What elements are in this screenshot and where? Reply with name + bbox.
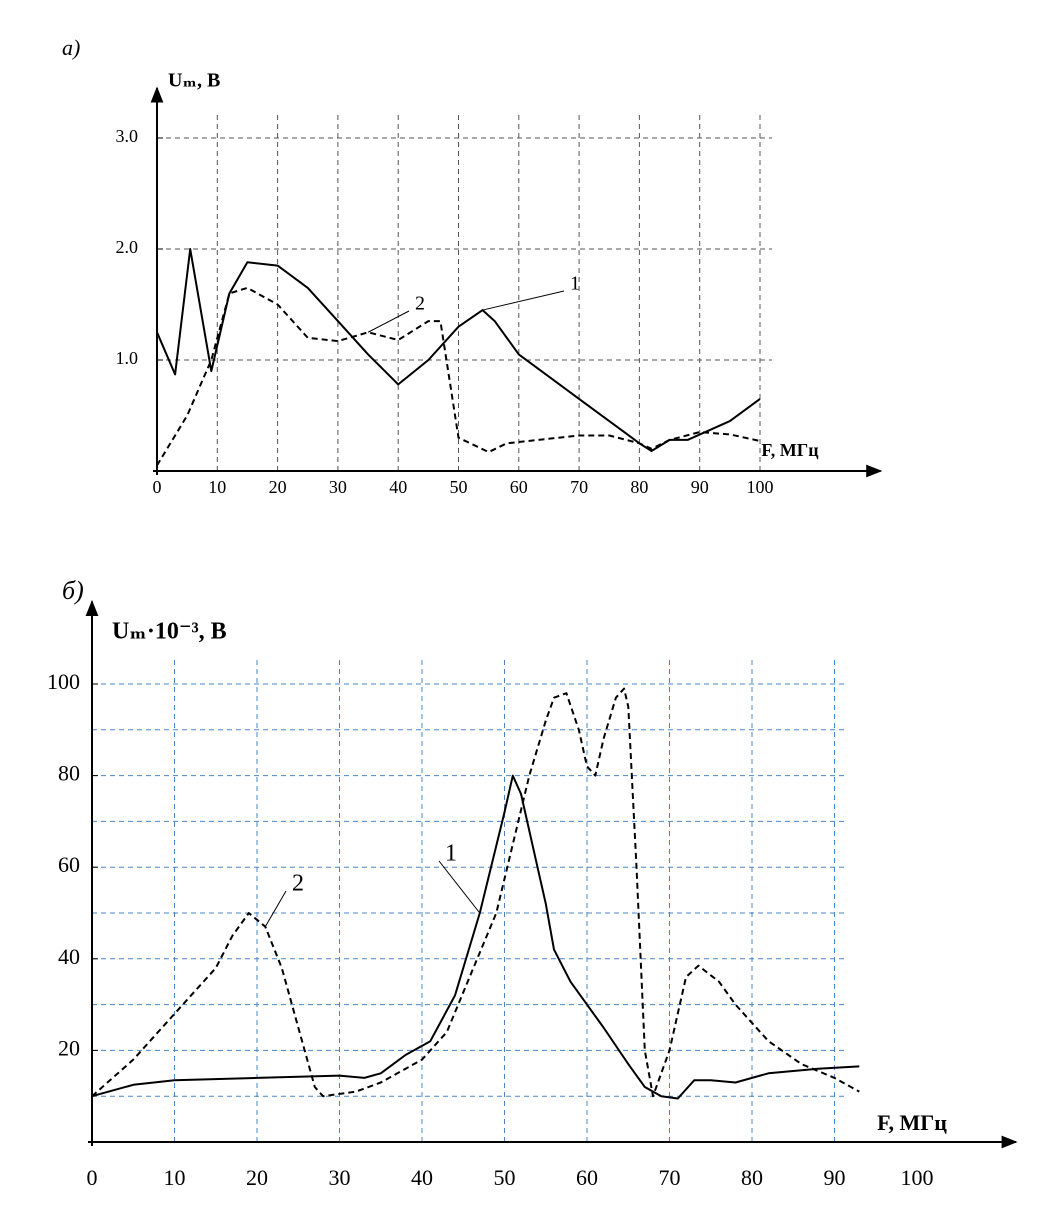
x-tick-label: 60 [576, 1165, 598, 1190]
x-tick-label: 100 [747, 477, 774, 497]
leader-line [482, 290, 565, 311]
y-tick-label: 100 [47, 669, 80, 694]
x-tick-label: 20 [246, 1165, 268, 1190]
y-tick-label: 20 [58, 1035, 80, 1060]
series-line [91, 687, 860, 1098]
x-tick-label: 100 [901, 1165, 934, 1190]
series-label: 1 [570, 273, 580, 295]
series-label: 2 [415, 293, 425, 315]
x-axis-label: F, МГц [761, 440, 819, 460]
series-label: 1 [445, 841, 457, 867]
x-tick-label: 80 [741, 1165, 763, 1190]
series-line [91, 774, 860, 1100]
y-tick-label: 80 [58, 761, 80, 786]
x-tick-label: 90 [691, 477, 709, 497]
x-tick-label: 80 [630, 477, 648, 497]
x-tick-label: 0 [87, 1165, 98, 1190]
panel-label: а) [62, 35, 80, 60]
y-tick-label: 3.0 [116, 126, 139, 146]
y-axis-label: Uₘ·10⁻³, В [112, 619, 227, 645]
x-tick-label: 30 [329, 477, 347, 497]
x-tick-label: 50 [450, 477, 468, 497]
leader-line [367, 310, 410, 333]
panel-label: б) [62, 576, 84, 605]
x-tick-label: 70 [659, 1165, 681, 1190]
x-tick-label: 0 [153, 477, 162, 497]
y-tick-label: 40 [58, 944, 80, 969]
x-tick-label: 10 [208, 477, 226, 497]
y-axis-label: Uₘ, В [168, 70, 220, 92]
y-tick-label: 60 [58, 852, 80, 877]
x-tick-label: 50 [494, 1165, 516, 1190]
x-tick-label: 40 [389, 477, 407, 497]
x-tick-label: 70 [570, 477, 588, 497]
x-tick-label: 60 [510, 477, 528, 497]
x-tick-label: 30 [329, 1165, 351, 1190]
x-tick-label: 90 [824, 1165, 846, 1190]
leader-line [438, 860, 481, 914]
x-tick-label: 40 [411, 1165, 433, 1190]
series-line [156, 286, 761, 466]
x-tick-label: 20 [269, 477, 287, 497]
x-axis-label: F, МГц [877, 1110, 947, 1135]
y-tick-label: 1.0 [116, 348, 139, 368]
leader-line [264, 890, 287, 927]
y-tick-label: 2.0 [116, 237, 139, 257]
x-tick-label: 10 [164, 1165, 186, 1190]
series-label: 2 [292, 871, 304, 897]
